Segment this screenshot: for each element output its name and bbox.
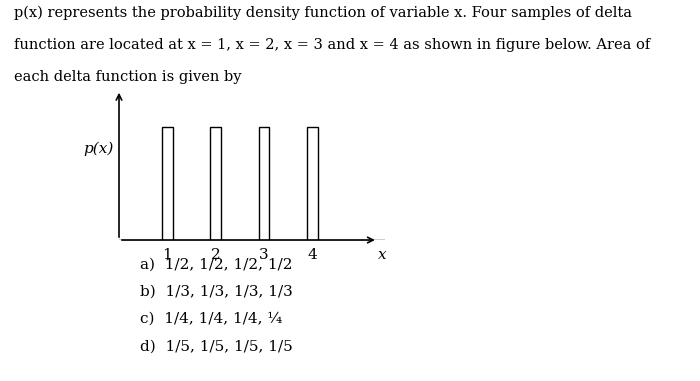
Text: each delta function is given by: each delta function is given by — [14, 70, 241, 85]
Bar — [162, 127, 173, 240]
Text: p(x) represents the probability density function of variable x. Four samples of : p(x) represents the probability density … — [14, 6, 632, 20]
Bar — [259, 127, 270, 240]
Text: function are located at x = 1, x = 2, x = 3 and x = 4 as shown in figure below. : function are located at x = 1, x = 2, x … — [14, 38, 650, 52]
Text: 3: 3 — [259, 248, 269, 262]
Text: x: x — [378, 248, 387, 262]
Text: c)  1/4, 1/4, 1/4, ¼: c) 1/4, 1/4, 1/4, ¼ — [140, 312, 282, 326]
Text: 4: 4 — [307, 248, 317, 262]
Bar — [307, 127, 318, 240]
Text: d)  1/5, 1/5, 1/5, 1/5: d) 1/5, 1/5, 1/5, 1/5 — [140, 339, 293, 354]
Text: 1: 1 — [162, 248, 172, 262]
Text: p(x): p(x) — [83, 141, 114, 156]
Text: a)  1/2, 1/2, 1/2, 1/2: a) 1/2, 1/2, 1/2, 1/2 — [140, 257, 293, 271]
Text: 2: 2 — [211, 248, 220, 262]
Text: b)  1/3, 1/3, 1/3, 1/3: b) 1/3, 1/3, 1/3, 1/3 — [140, 285, 293, 299]
Bar — [211, 127, 221, 240]
